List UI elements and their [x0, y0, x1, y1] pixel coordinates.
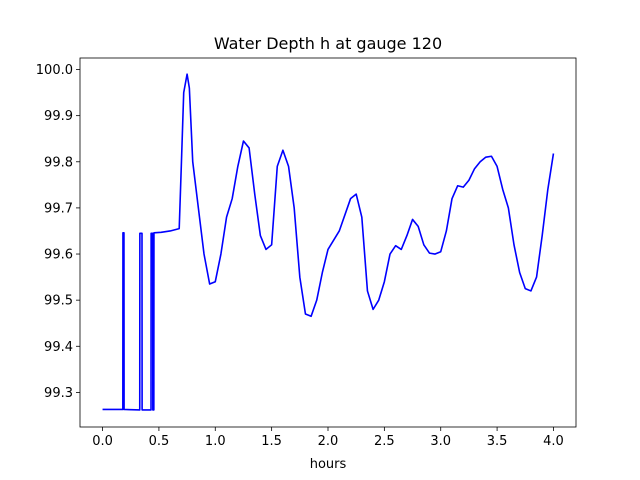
x-tick-label: 2.5 [374, 434, 395, 449]
y-tick-label: 100.0 [36, 63, 73, 78]
chart-title: Water Depth h at gauge 120 [214, 34, 442, 53]
y-axis: 99.3 99.4 99.5 99.6 99.7 99.8 99.9 100.0 [36, 63, 80, 401]
y-tick-label: 99.4 [44, 340, 73, 355]
x-tick-label: 2.0 [318, 434, 339, 449]
y-tick-label: 99.9 [44, 109, 73, 124]
x-tick-label: 3.0 [430, 434, 451, 449]
y-tick-label: 99.8 [44, 155, 73, 170]
x-tick-label: 1.0 [205, 434, 226, 449]
x-tick-label: 3.5 [487, 434, 508, 449]
y-tick-label: 99.6 [44, 248, 73, 263]
y-tick-label: 99.3 [44, 386, 73, 401]
x-tick-label: 0.5 [149, 434, 170, 449]
series-line-0 [102, 73, 555, 411]
x-tick-label: 1.5 [261, 434, 282, 449]
y-tick-label: 99.7 [44, 201, 73, 216]
x-axis: 0.0 0.5 1.0 1.5 2.0 2.5 3.0 3.5 4.0 [92, 427, 564, 449]
x-axis-label: hours [310, 457, 347, 472]
plot-area [79, 57, 577, 428]
x-tick-label: 0.0 [92, 434, 113, 449]
x-tick-label: 4.0 [543, 434, 564, 449]
y-tick-label: 99.5 [44, 294, 73, 309]
